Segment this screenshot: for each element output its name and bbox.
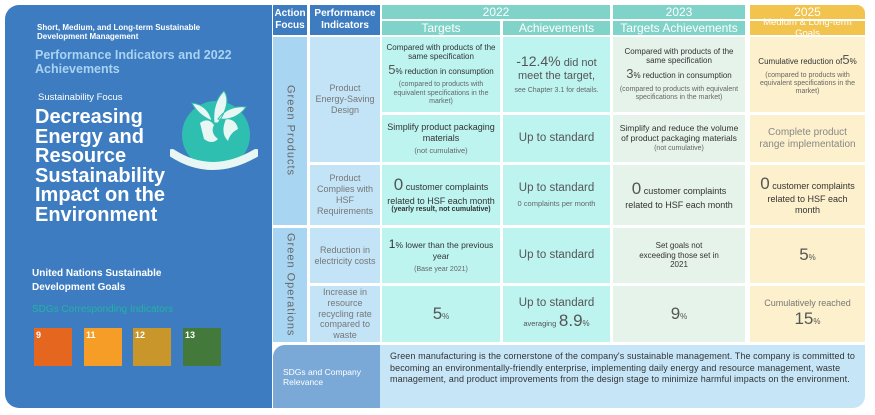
text: did not meet the target,: [517, 57, 597, 83]
text: % reduction in consumption: [633, 70, 732, 80]
sdg-11-icon: 11: [84, 328, 122, 366]
text: customer complaints related to HSF each …: [625, 186, 733, 210]
note: 0 complaints per month: [517, 199, 596, 209]
value: 5: [799, 245, 809, 265]
group-green-products: Green Products: [273, 37, 307, 225]
header-2022-targets: Targets: [382, 21, 500, 35]
cell-2025-goal: Cumulative reduction of5% (compared to p…: [750, 37, 865, 112]
text: customer complaints related to HSF each …: [767, 181, 855, 216]
earth-hands-icon: [170, 90, 258, 170]
header-2022-achievements: Achievements: [503, 21, 610, 35]
cell-2023-target: 0 customer complaints related to HSF eac…: [613, 165, 745, 225]
group-label: Green Operations: [284, 233, 297, 337]
cell-2022-achievement: Up to standard: [503, 115, 610, 162]
cell-2022-target: 0 customer complaints related to HSF eac…: [382, 165, 500, 225]
sdg-13-icon: 13: [183, 328, 221, 366]
cell-2022-achievement: -12.4% did not meet the target, see Chap…: [503, 37, 610, 112]
note: (compared to products with equivalent sp…: [393, 81, 489, 106]
group-label: Green Products: [284, 85, 297, 177]
note: (compared to products with equivalent sp…: [619, 85, 739, 101]
text: Compared with products of the same speci…: [624, 46, 734, 66]
sdg-indicators-label: SDGs Corresponding Indicators: [32, 304, 174, 315]
header-action-focus: Action Focus: [273, 5, 307, 35]
value: 9: [670, 303, 681, 323]
text: % lower than the previous year: [395, 240, 494, 262]
cell-2022-achievement: Up to standard averaging 8.9%: [503, 286, 610, 342]
value: 0: [631, 179, 642, 199]
group-green-operations: Green Operations: [273, 228, 307, 342]
indicator-recycling: Increase in resource recycling rate comp…: [310, 286, 380, 342]
relevance-label: SDGs and Company Relevance: [273, 345, 380, 408]
value: 1: [388, 237, 396, 252]
text: Up to standard: [518, 181, 595, 194]
cell-2022-achievement: Up to standard 0 complaints per month: [503, 165, 610, 225]
cell-2025-goal: Cumulatively reached 15%: [750, 286, 865, 342]
indicator-hsf: Product Complies with HSF Requirements: [310, 165, 380, 225]
cell-2023-target: 9%: [613, 286, 745, 342]
indicator-electricity: Reduction in electricity costs: [310, 228, 380, 283]
value: 3: [626, 65, 634, 81]
header-2023: 2023: [613, 5, 745, 19]
unit: %: [808, 253, 816, 263]
value: 5: [432, 303, 443, 323]
sdg-9-icon: 9: [34, 328, 72, 366]
header-2025-goals: Medium & Long-term Goals: [750, 17, 865, 39]
unit: %: [680, 311, 688, 321]
cell-2022-target: Simplify product packaging materials (no…: [382, 115, 500, 162]
unit: %: [813, 317, 821, 327]
value: 0: [393, 175, 404, 195]
cell-2022-target: 1% lower than the previous year (Base ye…: [382, 228, 500, 283]
cell-2025-goal: 5%: [750, 228, 865, 283]
text: customer complaints related to HSF each …: [387, 182, 495, 206]
left-panel: Short, Medium, and Long-term Sustainable…: [5, 5, 272, 408]
cell-2022-achievement: Up to standard: [503, 228, 610, 283]
focus-label: Sustainability Focus: [38, 92, 123, 103]
text: %: [849, 57, 857, 67]
sdg-12-icon: 12: [133, 328, 171, 366]
value: 5: [842, 52, 850, 68]
focus-title: Decreasing Energy and Resource Sustainab…: [35, 106, 166, 226]
note: (not cumulative): [414, 145, 468, 155]
cell-2025-goal: 0 customer complaints related to HSF eac…: [750, 165, 865, 225]
value: 0: [760, 174, 770, 193]
cell-2022-target: 5%: [382, 286, 500, 342]
cell-2023-target: Simplify and reduce the volume of produc…: [613, 115, 745, 162]
un-goals-label: United Nations Sustainable Development G…: [32, 268, 162, 293]
header-2023-targets: Targets Achievements: [613, 21, 745, 35]
value: 5: [388, 61, 396, 77]
unit: %: [442, 311, 450, 321]
cell-2023-target: Set goals not exceeding those set in 202…: [613, 228, 745, 283]
cell-2022-target: Compared with products of the same speci…: [382, 37, 500, 112]
text: Cumulatively reached: [764, 298, 851, 309]
unit: %: [582, 318, 590, 328]
header-performance-indicators: Performance Indicators: [310, 5, 380, 35]
text: averaging: [523, 318, 557, 328]
value: 15: [794, 309, 814, 329]
subtitle: Short, Medium, and Long-term Sustainable…: [37, 23, 201, 41]
note: (compared to products with equivalent sp…: [760, 71, 855, 96]
header-2022: 2022: [382, 5, 610, 19]
text: Simplify product packaging materials: [387, 122, 495, 143]
text: Simplify and reduce the volume of produc…: [619, 123, 739, 144]
note: see Chapter 3.1 for details.: [514, 87, 599, 95]
relevance-box: SDGs and Company Relevance Green manufac…: [273, 345, 865, 408]
cell-2025-goal: Complete product range implementation: [750, 115, 865, 162]
note: (Base year 2021): [414, 265, 468, 273]
text: Up to standard: [518, 296, 595, 309]
header-2025: 2025: [750, 5, 865, 19]
indicator-energy-saving: Product Energy-Saving Design: [310, 37, 380, 162]
value: -12.4%: [516, 53, 561, 70]
text: Compared with products of the same speci…: [386, 42, 496, 62]
text: % reduction in consumption: [395, 66, 494, 76]
cell-2023-target: Compared with products of the same speci…: [613, 37, 745, 112]
note: (not cumulative): [654, 145, 704, 153]
note: (yearly result, not cumulative): [391, 206, 491, 214]
value: 8.9: [558, 310, 583, 330]
heading: Performance Indicators and 2022 Achievem…: [35, 48, 232, 76]
relevance-text: Green manufacturing is the cornerstone o…: [390, 351, 855, 385]
text: Cumulative reduction of: [758, 57, 843, 67]
